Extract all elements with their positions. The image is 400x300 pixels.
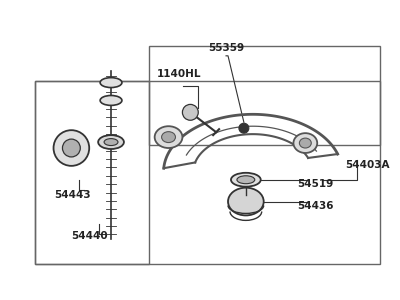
Text: 54403A: 54403A (345, 160, 390, 170)
Text: 54443: 54443 (54, 190, 91, 200)
Text: 54440: 54440 (71, 231, 108, 241)
Ellipse shape (237, 176, 255, 184)
Ellipse shape (299, 138, 311, 148)
Circle shape (182, 104, 198, 120)
Ellipse shape (228, 188, 264, 215)
Circle shape (54, 130, 89, 166)
Circle shape (239, 123, 249, 133)
Ellipse shape (104, 139, 118, 145)
Circle shape (62, 139, 80, 157)
Bar (149, 46, 380, 145)
Bar (35, 81, 380, 264)
Ellipse shape (100, 78, 122, 88)
Ellipse shape (162, 132, 176, 142)
Ellipse shape (294, 133, 317, 153)
Ellipse shape (155, 126, 182, 148)
Ellipse shape (100, 95, 122, 105)
Bar (35, 81, 149, 264)
Text: 1140HL: 1140HL (157, 69, 201, 79)
Ellipse shape (98, 135, 124, 149)
Text: 54519: 54519 (298, 179, 334, 189)
Text: 54436: 54436 (298, 200, 334, 211)
Ellipse shape (231, 173, 261, 187)
Text: 55359: 55359 (208, 43, 244, 53)
